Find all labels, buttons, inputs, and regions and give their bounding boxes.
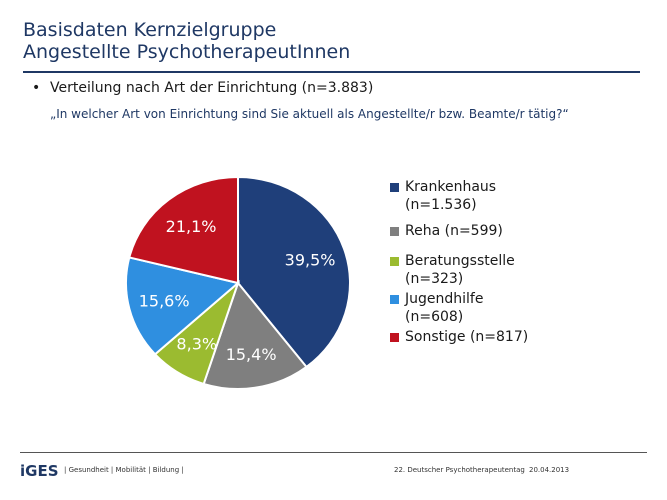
footer-tagline: | Gesundheit | Mobilität | Bildung | <box>64 466 184 474</box>
slice-label: 21,1% <box>166 217 217 236</box>
page-title: Basisdaten Kernzielgruppe Angestellte Ps… <box>23 19 350 63</box>
title-divider <box>23 71 640 73</box>
survey-question: „In welcher Art von Einrichtung sind Sie… <box>50 107 569 121</box>
pie-slice <box>128 175 239 285</box>
pie-slice <box>237 175 351 369</box>
footer-event: 22. Deutscher Psychotherapeutentag <box>394 466 525 474</box>
slice-label: 15,6% <box>139 292 190 311</box>
legend-swatch <box>390 183 399 192</box>
pie-slice <box>125 256 241 356</box>
legend-item: Sonstige (n=817) <box>390 328 590 346</box>
legend-swatch <box>390 333 399 342</box>
legend-item: Reha (n=599) <box>390 222 590 240</box>
legend-swatch <box>390 295 399 304</box>
bullet-icon: • <box>32 80 41 96</box>
title-line-2: Angestellte PsychotherapeutInnen <box>23 41 351 63</box>
legend-item: Beratungsstelle (n=323) <box>390 252 590 288</box>
legend-item: Krankenhaus (n=1.536) <box>390 178 590 214</box>
legend-item: Jugendhilfe (n=608) <box>390 290 590 326</box>
company-logo: iGES <box>20 462 59 480</box>
legend-label: Reha (n=599) <box>405 223 503 239</box>
footer-date: 20.04.2013 <box>529 466 570 474</box>
legend-swatch <box>390 227 399 236</box>
chart-legend: Krankenhaus (n=1.536) Reha (n=599) Beratun… <box>390 178 590 346</box>
legend-label: Sonstige (n=817) <box>405 329 529 345</box>
slice-label: 15,4% <box>226 345 277 364</box>
footer-divider <box>20 452 647 453</box>
legend-swatch <box>390 257 399 266</box>
slice-label: 8,3% <box>176 335 217 354</box>
bullet-point: • Verteilung nach Art der Einrichtung (n=… <box>32 80 373 96</box>
legend-label: Jugendhilfe (n=608) <box>405 291 484 325</box>
legend-label: Krankenhaus (n=1.536) <box>405 179 497 213</box>
slice-label: 39,5% <box>285 251 336 270</box>
legend-label: Beratungsstelle (n=323) <box>405 253 515 287</box>
title-line-1: Basisdaten Kernzielgruppe <box>23 19 277 41</box>
bullet-text: Verteilung nach Art der Einrichtung (n=3… <box>50 80 374 96</box>
